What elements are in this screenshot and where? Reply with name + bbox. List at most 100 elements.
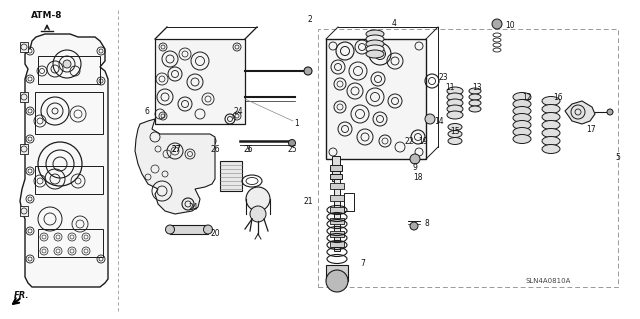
Bar (330, 174, 342, 179)
Text: 24: 24 (233, 108, 243, 116)
Circle shape (425, 114, 435, 124)
Circle shape (607, 109, 613, 115)
Ellipse shape (448, 130, 462, 137)
Bar (35, 166, 103, 194)
Bar (330, 195, 344, 201)
Text: 26: 26 (243, 145, 253, 153)
Text: 15: 15 (450, 127, 460, 136)
Bar (20, 144, 28, 154)
Ellipse shape (366, 45, 384, 53)
Text: 25: 25 (287, 145, 297, 153)
Bar (170, 225, 208, 234)
Circle shape (410, 154, 420, 164)
Text: 6: 6 (145, 107, 149, 115)
Ellipse shape (366, 50, 384, 58)
Circle shape (28, 229, 32, 233)
Ellipse shape (513, 135, 531, 144)
Ellipse shape (469, 106, 481, 112)
Ellipse shape (366, 30, 384, 38)
Text: 26: 26 (210, 145, 220, 153)
Ellipse shape (542, 121, 560, 130)
Text: ATM-8: ATM-8 (31, 11, 63, 19)
Text: 11: 11 (445, 84, 455, 93)
Ellipse shape (513, 93, 531, 101)
Circle shape (326, 270, 348, 292)
Text: 22: 22 (404, 137, 413, 145)
Circle shape (246, 187, 270, 211)
Circle shape (28, 109, 32, 113)
Text: 9: 9 (413, 162, 417, 172)
Text: 8: 8 (424, 219, 429, 228)
Bar (330, 183, 344, 189)
Ellipse shape (448, 123, 462, 130)
Circle shape (289, 139, 296, 146)
Bar (318, 29, 618, 287)
Ellipse shape (542, 137, 560, 145)
Text: 20: 20 (210, 229, 220, 239)
Ellipse shape (166, 225, 175, 234)
Circle shape (410, 222, 418, 230)
Ellipse shape (204, 225, 212, 234)
Bar (155, 39, 245, 124)
Ellipse shape (513, 107, 531, 115)
Text: SLN4A0810A: SLN4A0810A (525, 278, 571, 284)
Text: 21: 21 (303, 197, 313, 205)
Circle shape (28, 257, 32, 261)
Ellipse shape (469, 88, 481, 94)
Ellipse shape (542, 145, 560, 153)
Text: 27: 27 (171, 145, 181, 153)
Circle shape (250, 206, 266, 222)
Ellipse shape (448, 137, 462, 145)
Bar (334, 179, 340, 251)
Circle shape (304, 67, 312, 75)
Ellipse shape (469, 100, 481, 106)
Ellipse shape (447, 87, 463, 95)
Text: 1: 1 (294, 118, 300, 128)
Text: 3: 3 (246, 145, 250, 153)
Ellipse shape (447, 105, 463, 113)
Circle shape (63, 60, 71, 68)
Text: 18: 18 (413, 173, 423, 182)
Bar (20, 92, 28, 102)
Bar (326, 265, 348, 281)
Text: 17: 17 (586, 124, 596, 133)
Text: 13: 13 (472, 83, 482, 92)
Ellipse shape (513, 121, 531, 130)
Ellipse shape (542, 113, 560, 122)
Bar (344, 193, 354, 211)
Circle shape (28, 137, 32, 141)
Circle shape (28, 197, 32, 201)
Polygon shape (135, 119, 215, 214)
Text: 27: 27 (171, 145, 181, 153)
Text: 4: 4 (392, 19, 396, 28)
Bar (38, 56, 100, 84)
Ellipse shape (469, 94, 481, 100)
Ellipse shape (447, 99, 463, 107)
Ellipse shape (542, 129, 560, 137)
Text: 24: 24 (188, 203, 198, 211)
Ellipse shape (447, 93, 463, 101)
Text: 7: 7 (360, 259, 365, 269)
Text: 5: 5 (616, 152, 620, 161)
Ellipse shape (447, 111, 463, 119)
Circle shape (28, 169, 32, 173)
Circle shape (28, 77, 32, 81)
Ellipse shape (542, 97, 560, 106)
Ellipse shape (513, 114, 531, 122)
Bar (35, 92, 103, 134)
Bar (330, 218, 344, 224)
Bar (330, 241, 344, 247)
Text: 23: 23 (438, 72, 448, 81)
Bar (332, 156, 340, 181)
Bar (330, 231, 344, 237)
Ellipse shape (366, 40, 384, 48)
Ellipse shape (366, 35, 384, 43)
Circle shape (492, 19, 502, 29)
Text: FR.: FR. (14, 292, 29, 300)
Ellipse shape (513, 100, 531, 108)
Bar (20, 42, 28, 52)
Text: 2: 2 (308, 14, 312, 24)
Bar (326, 39, 426, 159)
Circle shape (28, 49, 32, 53)
Text: 12: 12 (522, 93, 532, 101)
